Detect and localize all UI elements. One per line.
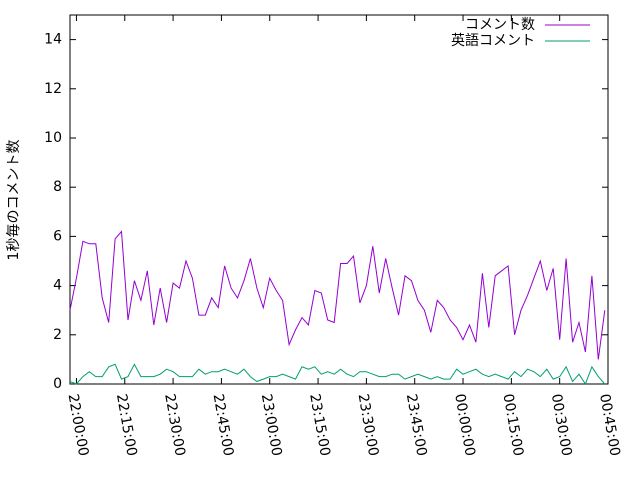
y-tick-label: 6	[53, 228, 62, 244]
x-tick-label: 00:00:00	[451, 393, 478, 458]
legend-label: 英語コメント	[451, 32, 535, 49]
series-line	[69, 363, 606, 386]
x-tick-label: 00:45:00	[596, 393, 623, 458]
x-tick-label: 22:15:00	[113, 393, 140, 458]
x-tick-label: 00:15:00	[499, 393, 526, 458]
y-tick-label: 12	[44, 81, 62, 97]
y-tick-label: 4	[53, 278, 62, 294]
series-line	[69, 230, 606, 360]
legend-label: コメント数	[465, 17, 535, 33]
x-tick-label: 23:00:00	[258, 393, 285, 458]
x-tick-label: 23:45:00	[403, 393, 430, 458]
x-tick-label: 22:45:00	[210, 393, 237, 458]
y-axis-label: 1秒毎のコメント数	[6, 140, 22, 261]
y-tick-label: 2	[53, 327, 62, 343]
x-tick-label: 00:30:00	[548, 393, 575, 458]
y-tick-label: 0	[53, 376, 62, 392]
x-tick-label: 23:15:00	[306, 393, 333, 458]
x-tick-label: 22:30:00	[161, 393, 188, 458]
y-tick-label: 14	[44, 32, 62, 48]
y-tick-label: 10	[44, 130, 62, 146]
x-tick-label: 22:00:00	[65, 393, 92, 458]
y-tick-label: 8	[53, 179, 62, 195]
x-tick-label: 23:30:00	[355, 393, 382, 458]
plot-border	[69, 14, 609, 385]
